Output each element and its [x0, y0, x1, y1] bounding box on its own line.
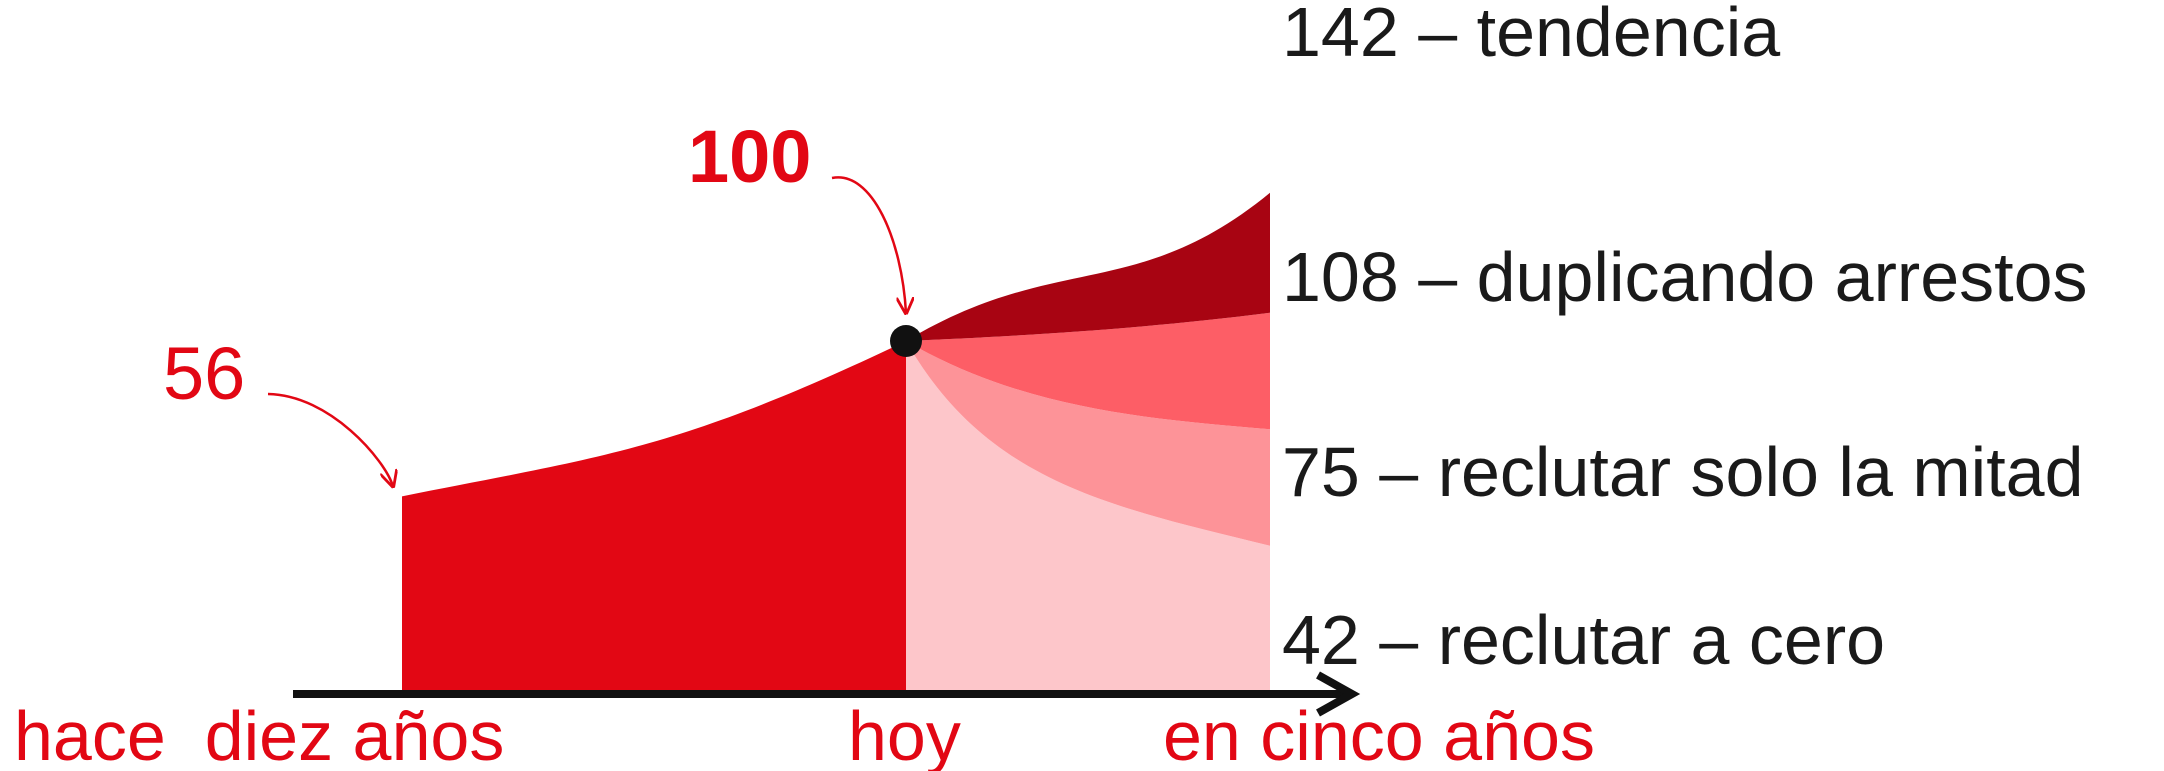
scenario-label-tendencia: 142 – tendencia	[1282, 0, 1780, 71]
start-value-pointer	[267, 392, 393, 486]
x-tick-label-end: en cinco años	[1163, 697, 1595, 771]
area-layers	[402, 192, 1270, 694]
x-axis	[293, 671, 1361, 717]
scenario-label-duplicando-arrestos: 108 – duplicando arrestos	[1282, 238, 2088, 316]
today-point	[890, 325, 922, 357]
start-value-label: 56	[163, 332, 245, 415]
today-value-label: 100	[688, 115, 811, 198]
scenario-label-reclutar-solo-la-mitad: 75 – reclutar solo la mitad	[1282, 433, 2084, 511]
x-tick-label-today: hoy	[848, 697, 961, 771]
x-tick-labels: hace diez años hoy en cinco años	[14, 697, 1595, 771]
x-tick-label-start: hace diez años	[14, 697, 504, 771]
area-scenario-reclutar-solo-la-mitad	[906, 341, 1270, 546]
scenario-labels: 142 – tendencia 108 – duplicando arresto…	[1282, 0, 2088, 679]
area-scenario-tendencia	[906, 192, 1270, 341]
area-scenario-duplicando-arrestos	[906, 312, 1270, 430]
area-history	[402, 341, 906, 694]
x-axis-arrowhead	[1316, 671, 1361, 717]
annotations: 56 100	[163, 115, 906, 486]
scenario-label-reclutar-a-cero: 42 – reclutar a cero	[1282, 601, 1885, 679]
today-value-pointer	[831, 176, 906, 313]
area-scenario-reclutar-a-cero	[906, 341, 1270, 694]
